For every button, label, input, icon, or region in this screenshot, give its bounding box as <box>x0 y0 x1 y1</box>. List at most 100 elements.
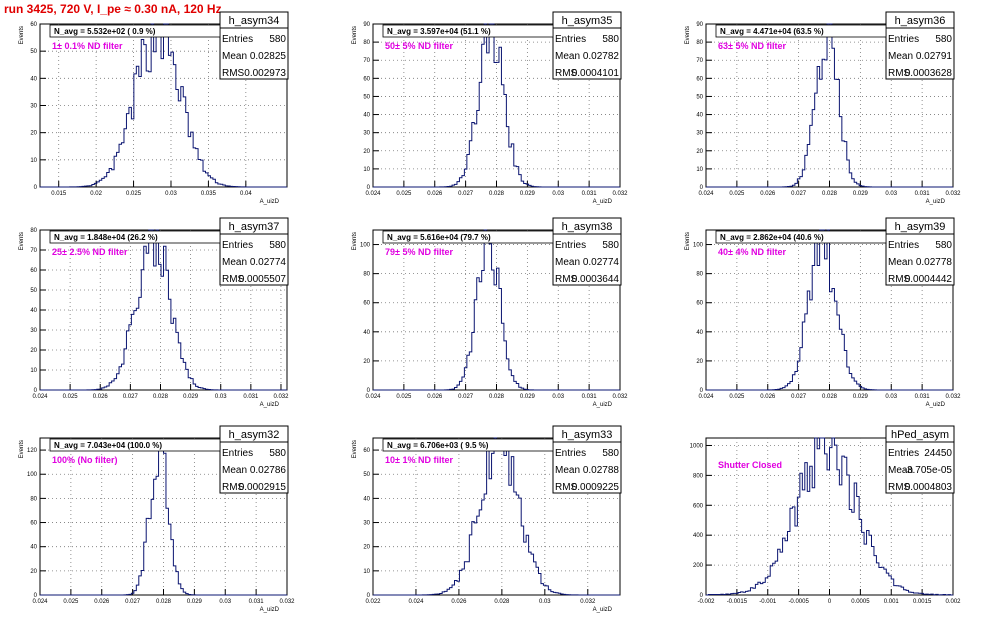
x-tick-label: 0.032 <box>945 394 961 400</box>
y-tick-label: 10 <box>363 167 370 173</box>
x-tick-label: 0.031 <box>243 394 259 400</box>
stats-label: RMS <box>555 68 578 79</box>
x-tick-label: -0.002 <box>697 599 715 605</box>
stats-value: 580 <box>935 240 952 251</box>
x-tick-label: 0.035 <box>201 191 217 197</box>
navg-box <box>715 230 887 244</box>
y-tick-label: 50 <box>363 472 370 478</box>
filter-label: 10± 1% ND filter <box>385 455 453 465</box>
y-tick-label: 20 <box>363 359 370 365</box>
x-tick-label: 0.027 <box>791 191 807 197</box>
y-tick-label: 80 <box>30 228 37 234</box>
x-axis-title: A_uizD <box>593 402 613 408</box>
y-tick-label: 30 <box>30 104 37 110</box>
stats-label: Entries <box>888 240 919 251</box>
histogram-line <box>705 437 954 596</box>
y-tick-label: 30 <box>363 131 370 137</box>
y-tick-label: 20 <box>696 149 703 155</box>
stats-value: -3.705e-05 <box>904 465 953 476</box>
navg-box <box>715 24 887 38</box>
stats-value: 0.0005507 <box>239 274 287 285</box>
y-tick-label: 20 <box>363 545 370 551</box>
x-tick-label: 0.029 <box>853 191 869 197</box>
x-tick-label: 0.032 <box>580 599 596 605</box>
y-tick-label: 1000 <box>690 443 704 449</box>
stats-label: RMS <box>222 68 245 79</box>
y-tick-label: 30 <box>363 521 370 527</box>
stats-value: 0.0004803 <box>905 482 953 493</box>
stats-label: Entries <box>222 448 253 459</box>
x-tick-label: 0.029 <box>187 599 203 605</box>
y-tick-label: 50 <box>30 49 37 55</box>
y-tick-label: 70 <box>363 58 370 64</box>
stats-value: 580 <box>602 34 619 45</box>
stats-value: 0.02786 <box>250 465 287 476</box>
x-axis-title: A_uizD <box>926 199 946 205</box>
stats-value: 24450 <box>924 448 952 459</box>
x-tick-label: 0.02 <box>90 191 102 197</box>
stats-box <box>219 233 289 286</box>
y-tick-label: 0 <box>700 593 704 599</box>
stats-box <box>885 233 955 286</box>
histogram-name: h_asym32 <box>229 429 280 441</box>
panel-h_asym37: 0.024 0.025 0.026 0.027 0.028 0.029 0.03 0.031 0… <box>19 217 289 408</box>
histogram-name: h_asym37 <box>229 221 280 233</box>
stats-label: Mean <box>222 51 247 62</box>
stats-label: RMS <box>888 482 911 493</box>
x-tick-label: 0.031 <box>582 394 598 400</box>
stats-value: 580 <box>269 240 286 251</box>
y-tick-label: 10 <box>363 569 370 575</box>
stats-box <box>552 27 622 80</box>
x-tick-label: 0.03 <box>539 599 551 605</box>
stats-label: RMS <box>222 482 245 493</box>
stats-label: Mean <box>555 257 580 268</box>
panel-h_asym35: 0.024 0.025 0.026 0.027 0.028 0.029 0.03 0.031 0… <box>352 11 628 205</box>
y-tick-label: 0 <box>367 388 371 394</box>
navg-text: N_avg = 5.532e+02 ( 0.9 %) <box>54 27 156 36</box>
x-tick-label: 0.03 <box>552 394 564 400</box>
y-tick-label: 0 <box>367 185 371 191</box>
x-tick-label: 0.024 <box>32 394 48 400</box>
x-tick-label: 0.026 <box>93 394 109 400</box>
y-tick-label: 40 <box>30 545 37 551</box>
stats-value: 0.0003628 <box>905 68 953 79</box>
y-tick-label: 20 <box>30 348 37 354</box>
stats-value: 0.02825 <box>250 51 287 62</box>
x-tick-label: 0.032 <box>612 394 628 400</box>
y-tick-label: 60 <box>696 301 703 307</box>
x-axis-title: A_uizD <box>260 199 280 205</box>
y-tick-label: 20 <box>696 359 703 365</box>
stats-value: 0.002973 <box>244 68 286 79</box>
x-tick-label: 0.024 <box>32 599 48 605</box>
stats-value: 580 <box>602 240 619 251</box>
x-tick-label: 0.026 <box>427 191 443 197</box>
y-tick-label: 80 <box>696 40 703 46</box>
stats-label: Mean <box>555 51 580 62</box>
histogram-line <box>373 229 620 391</box>
y-tick-label: 120 <box>27 448 38 454</box>
x-tick-label: 0.03 <box>885 394 897 400</box>
x-tick-label: 0.025 <box>729 394 745 400</box>
stats-value: 0.0004101 <box>572 68 620 79</box>
navg-box <box>49 438 221 452</box>
navg-text: N_avg = 2.862e+04 (40.6 %) <box>720 233 824 242</box>
stats-box <box>552 233 622 286</box>
stats-label: RMS <box>888 274 911 285</box>
panel-h_asym32: 0.024 0.025 0.026 0.027 0.028 0.029 0.03 0.031 0… <box>19 425 295 613</box>
x-tick-label: 0.03 <box>219 599 231 605</box>
x-tick-label: 0.025 <box>396 394 412 400</box>
x-axis-title: A_uizD <box>260 607 280 613</box>
y-tick-label: 0 <box>34 388 38 394</box>
navg-box <box>49 24 221 38</box>
x-tick-label: 0.028 <box>156 599 172 605</box>
x-tick-label: -0.0015 <box>727 599 748 605</box>
stats-value: 0.0002915 <box>239 482 287 493</box>
y-tick-label: 10 <box>30 368 37 374</box>
x-tick-label: -0.0005 <box>788 599 809 605</box>
x-tick-label: 0.032 <box>612 191 628 197</box>
stats-box <box>219 441 289 494</box>
x-tick-label: 0 <box>828 599 832 605</box>
stats-label: Entries <box>555 448 586 459</box>
y-tick-label: 0 <box>34 185 38 191</box>
navg-text: N_avg = 5.616e+04 (79.7 %) <box>387 233 491 242</box>
